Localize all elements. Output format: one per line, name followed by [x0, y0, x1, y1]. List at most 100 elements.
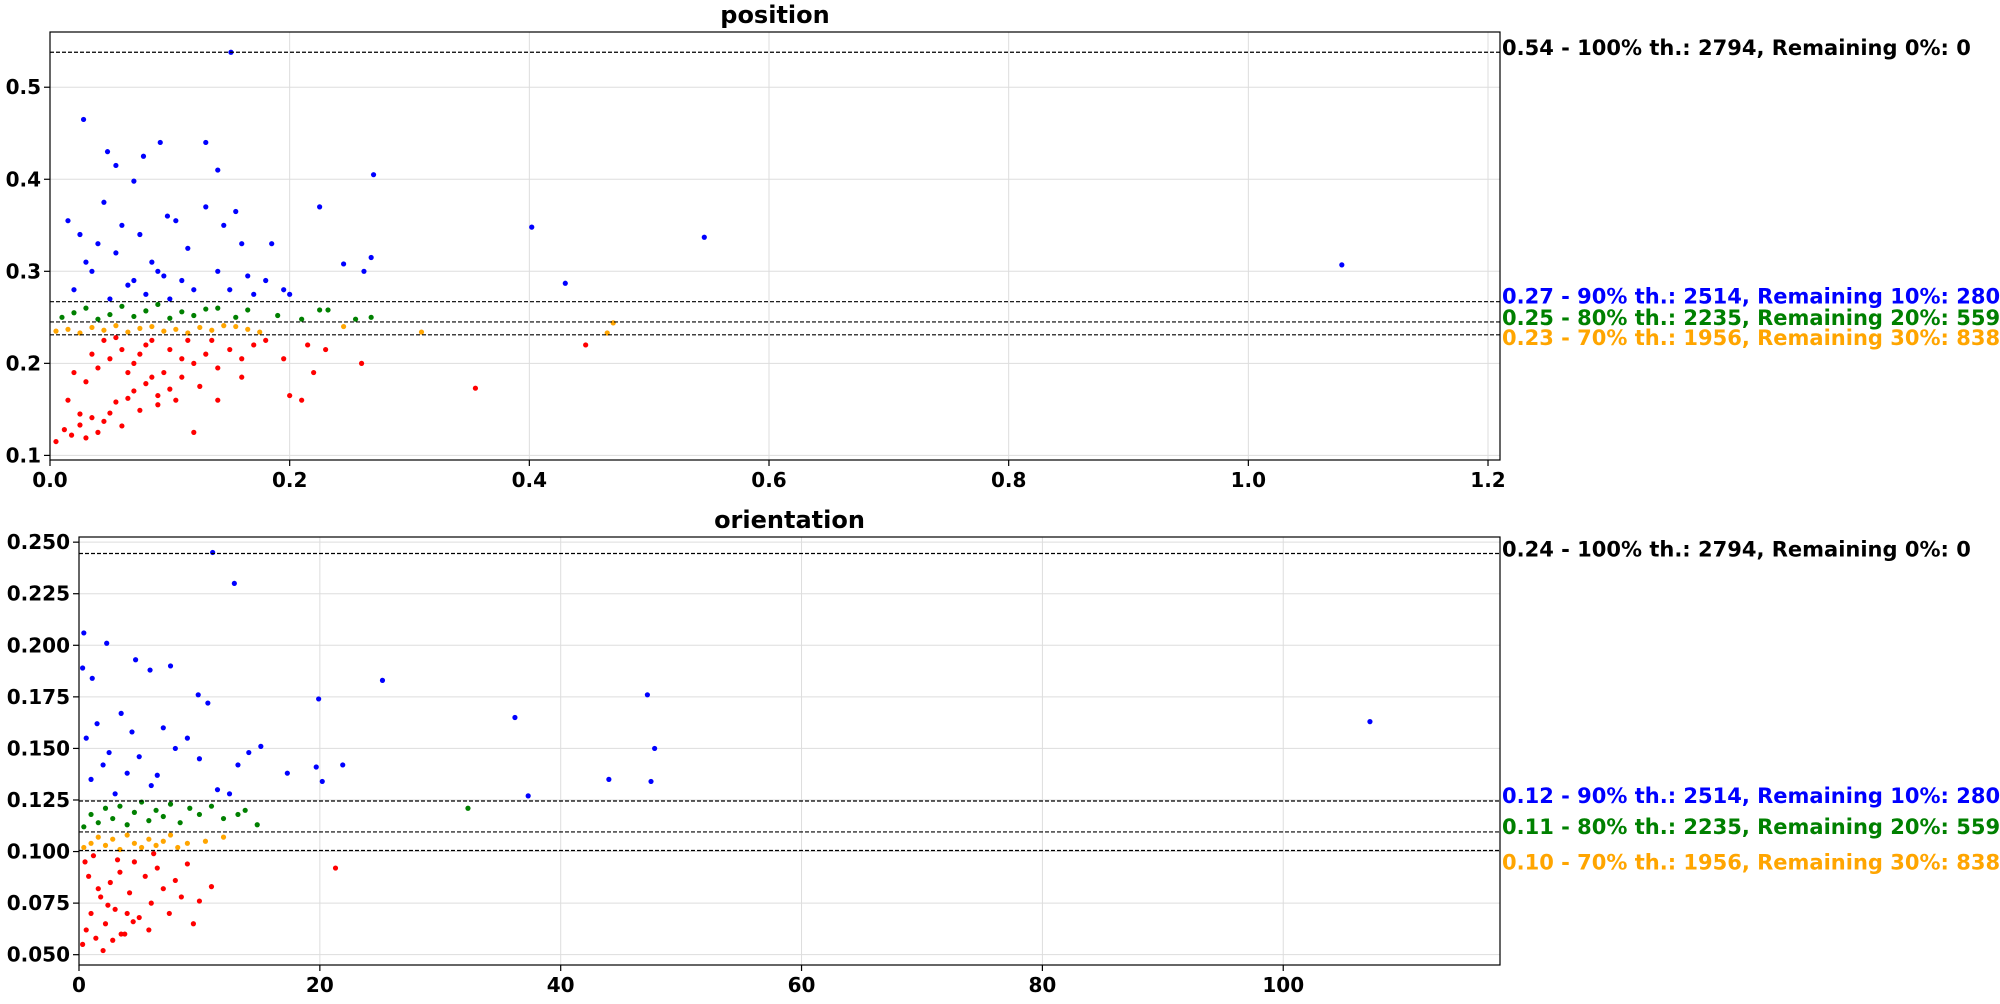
y-tick-label: 0.075 — [7, 891, 70, 915]
y-tick-label: 0.100 — [7, 840, 70, 864]
data-point — [86, 873, 92, 879]
data-point — [197, 383, 203, 389]
x-tick-label: 0.0 — [32, 468, 67, 492]
threshold-label: 0.23 - 70% th.: 1956, Remaining 30%: 838 — [1502, 326, 2000, 350]
data-point — [98, 894, 104, 900]
x-tick-label: 20 — [306, 973, 334, 997]
data-point — [129, 729, 135, 735]
data-point — [90, 853, 97, 859]
data-point — [107, 356, 113, 362]
x-tick-label: 0.8 — [991, 468, 1026, 492]
data-point — [172, 877, 178, 884]
data-point — [167, 386, 173, 392]
data-point — [83, 735, 89, 741]
data-point — [81, 824, 87, 830]
data-point — [143, 381, 149, 387]
data-point — [160, 813, 166, 820]
data-point — [161, 328, 167, 334]
data-point — [648, 778, 654, 785]
data-point — [143, 342, 149, 348]
data-point — [89, 351, 95, 357]
x-tick-label: 0.4 — [512, 468, 547, 492]
data-point — [100, 947, 106, 954]
data-point — [311, 369, 317, 376]
data-point — [88, 910, 94, 917]
data-point — [119, 346, 125, 353]
data-point — [529, 224, 535, 230]
data-point — [142, 873, 148, 879]
data-point — [160, 838, 166, 844]
data-point — [155, 301, 161, 308]
data-point — [130, 919, 136, 925]
data-point — [112, 906, 118, 912]
data-point — [137, 407, 143, 413]
data-point — [88, 840, 94, 846]
data-point — [251, 291, 257, 297]
data-point — [118, 931, 124, 937]
data-point — [110, 836, 116, 842]
data-point — [65, 326, 71, 332]
data-point — [125, 329, 131, 335]
data-point — [122, 931, 128, 937]
data-point — [263, 277, 269, 284]
data-point — [53, 438, 59, 445]
data-point — [95, 316, 101, 322]
data-point — [101, 418, 107, 424]
data-point — [161, 273, 167, 279]
data-point — [89, 324, 95, 331]
data-point — [89, 415, 95, 421]
data-point — [167, 346, 173, 353]
data-point — [167, 663, 174, 669]
data-point — [77, 422, 83, 428]
data-point — [512, 714, 518, 721]
x-tick-label: 60 — [788, 973, 816, 997]
data-point — [146, 836, 152, 842]
data-point — [131, 840, 137, 846]
y-tick-label: 0.150 — [7, 736, 70, 760]
data-point — [197, 324, 203, 331]
data-point — [166, 910, 172, 917]
data-point — [65, 397, 71, 403]
data-point — [184, 861, 190, 867]
data-point — [251, 342, 257, 348]
data-point — [113, 323, 119, 329]
data-point — [332, 865, 339, 871]
data-point — [1339, 262, 1345, 268]
data-point — [379, 677, 386, 683]
data-point — [102, 842, 109, 848]
data-point — [220, 815, 227, 822]
data-point — [161, 369, 167, 376]
data-point — [205, 700, 211, 706]
data-point — [68, 432, 75, 438]
data-point — [317, 204, 323, 210]
data-point — [151, 851, 157, 857]
data-point — [178, 894, 184, 900]
data-point — [136, 914, 142, 921]
data-point — [226, 791, 233, 797]
threshold-label: 0.24 - 100% th.: 2794, Remaining 0%: 0 — [1502, 538, 1971, 562]
data-point — [465, 805, 471, 811]
data-point — [143, 291, 149, 297]
data-point — [233, 323, 239, 330]
data-point — [269, 241, 275, 247]
data-point — [606, 776, 612, 782]
data-point — [110, 815, 116, 822]
data-point — [652, 745, 658, 752]
data-point — [94, 721, 100, 727]
data-point — [209, 327, 215, 333]
data-point — [358, 360, 365, 366]
data-point — [208, 803, 215, 809]
data-point — [284, 770, 290, 776]
data-point — [352, 316, 359, 322]
data-point — [113, 399, 119, 405]
data-point — [209, 337, 215, 343]
data-point — [179, 277, 185, 284]
data-point — [368, 254, 374, 261]
data-point — [525, 793, 531, 799]
x-tick-label: 0 — [72, 973, 86, 997]
data-point — [313, 764, 319, 770]
data-point — [644, 692, 651, 698]
data-point — [210, 549, 216, 556]
data-point — [184, 735, 190, 741]
data-point — [82, 859, 88, 865]
